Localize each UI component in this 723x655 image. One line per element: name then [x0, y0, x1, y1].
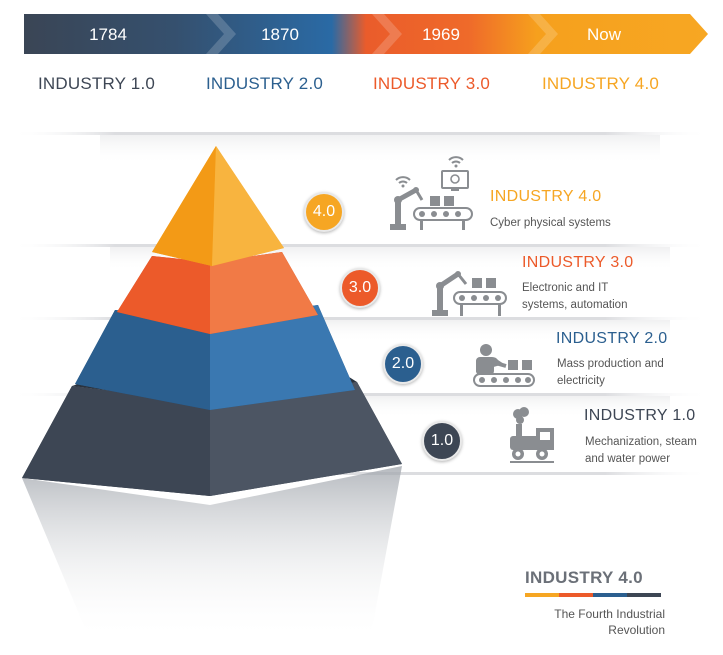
footer-subtitle: The Fourth Industrial Revolution	[554, 607, 665, 637]
timeline-year-1784: 1784	[89, 25, 127, 44]
timeline-arrow-bar: 1784 1870 1969 Now	[24, 14, 708, 54]
level-title-4: INDUSTRY 4.0	[490, 188, 602, 205]
level-desc-2: Mass production and electricity	[557, 358, 664, 387]
timeline-chevron-3	[528, 14, 558, 54]
worker-conveyor-icon	[473, 344, 535, 387]
level-title-1: INDUSTRY 1.0	[584, 407, 696, 424]
footer-title: INDUSTRY 4.0	[525, 568, 643, 587]
level-title-2: INDUSTRY 2.0	[556, 330, 668, 347]
footer-color-bar	[525, 593, 661, 597]
steam-engine-icon	[510, 407, 554, 463]
level-badge-3: 3.0	[340, 268, 380, 308]
timeline-chevron-2	[372, 14, 402, 54]
level-badge-4: 4.0	[304, 192, 344, 232]
era-label-industry-2: INDUSTRY 2.0	[206, 74, 324, 93]
era-label-industry-1: INDUSTRY 1.0	[38, 74, 156, 93]
pyramid-level-2	[75, 305, 355, 410]
pyramid-reflection	[22, 466, 402, 640]
timeline-year-1969: 1969	[422, 25, 460, 44]
pyramid-level-3	[117, 252, 318, 334]
level-badge-1: 1.0	[422, 421, 462, 461]
timeline-year-now: Now	[587, 25, 622, 44]
pyramid-level-4	[152, 146, 284, 266]
pyramid-diagram	[10, 132, 710, 640]
level-desc-4: Cyber physical systems	[490, 217, 611, 229]
era-label-industry-4: INDUSTRY 4.0	[542, 74, 660, 93]
timeline-year-1870: 1870	[261, 25, 299, 44]
cyber-robot-icon	[390, 156, 473, 230]
level-desc-3: Electronic and IT systems, automation	[522, 282, 628, 311]
era-label-industry-3: INDUSTRY 3.0	[373, 74, 491, 93]
level-badge-2: 2.0	[383, 344, 423, 384]
level-title-3: INDUSTRY 3.0	[522, 254, 634, 271]
timeline-chevron-1	[206, 14, 236, 54]
robot-arm-conveyor-icon	[432, 271, 507, 316]
level-desc-1: Mechanization, steam and water power	[585, 436, 697, 465]
